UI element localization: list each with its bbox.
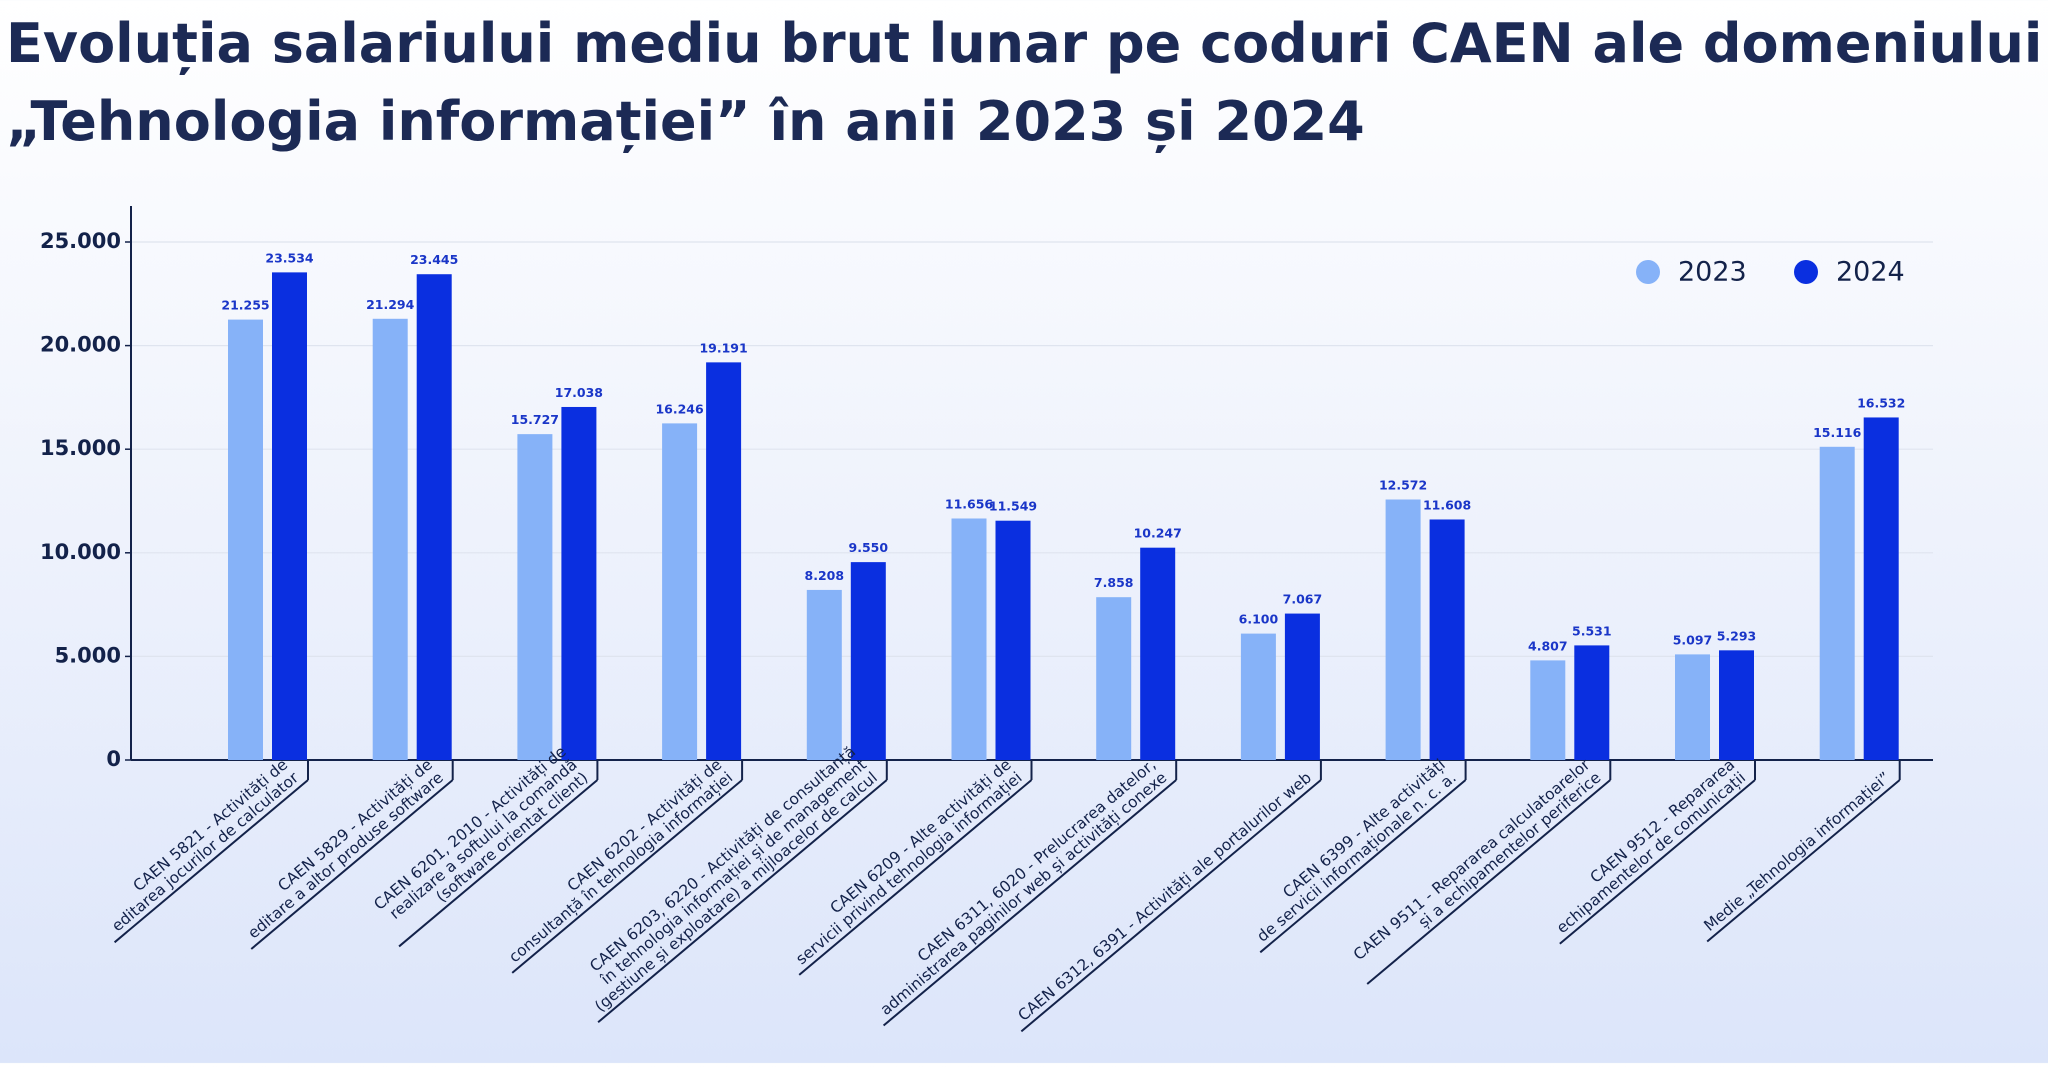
value-label: 4.807	[1528, 638, 1568, 653]
bar	[1284, 613, 1320, 760]
leader-line	[250, 779, 454, 950]
leader-line	[511, 779, 743, 974]
leader-line	[1366, 779, 1611, 985]
x-tick-label: CAEN 9511 - Repararea calculatoarelorși …	[1350, 755, 1605, 977]
bar	[517, 434, 553, 760]
legend-marker	[1794, 260, 1818, 284]
leader-line	[1559, 779, 1756, 945]
value-label: 6.100	[1239, 612, 1279, 627]
leader-line	[798, 779, 1033, 976]
bar	[1675, 654, 1710, 760]
value-label: 7.858	[1094, 575, 1134, 590]
leader-line	[1259, 779, 1467, 954]
y-tick-label: 20.000	[40, 333, 121, 357]
chart-title: Evoluția salariului mediu brut lunar pe …	[6, 12, 2042, 75]
x-tick-label: CAEN 6311, 6020 - Prelucrarea datelor,ad…	[866, 756, 1170, 1019]
y-tick-label: 5.000	[55, 643, 121, 667]
bar	[1429, 519, 1465, 760]
chart-title: „Tehnologia informației” în anii 2023 și…	[6, 90, 1365, 153]
bar	[1863, 417, 1899, 760]
value-label: 8.208	[805, 568, 845, 583]
value-label: 11.608	[1423, 497, 1471, 512]
value-label: 11.549	[989, 499, 1037, 514]
bar	[1530, 660, 1566, 760]
value-label: 17.038	[555, 385, 603, 400]
y-tick-label: 10.000	[40, 540, 121, 564]
bar	[1240, 633, 1276, 760]
value-label: 19.191	[699, 340, 747, 355]
category-label-group: CAEN 9511 - Repararea calculatoarelorși …	[1350, 755, 1611, 985]
value-label: 23.534	[265, 250, 314, 265]
bar	[850, 562, 886, 760]
bar	[806, 589, 842, 760]
bar	[1096, 597, 1132, 760]
bar	[1140, 547, 1176, 760]
leader-line	[1020, 779, 1322, 1033]
value-label: 15.116	[1813, 425, 1862, 440]
bar	[372, 318, 408, 760]
bar	[662, 423, 698, 760]
value-label: 15.727	[511, 412, 559, 427]
category-label-group: CAEN 6311, 6020 - Prelucrarea datelor,ad…	[866, 756, 1177, 1027]
bar	[951, 518, 987, 760]
value-label: 10.247	[1134, 526, 1182, 541]
value-label: 11.656	[945, 496, 994, 511]
value-label: 12.572	[1379, 478, 1427, 493]
bar	[272, 272, 307, 760]
y-tick-label: 15.000	[40, 436, 121, 460]
bar	[561, 406, 597, 760]
bar	[416, 274, 452, 760]
legend-label: 2023	[1678, 257, 1747, 288]
leader-line	[398, 779, 599, 948]
value-label: 5.531	[1572, 623, 1612, 638]
bar	[1719, 650, 1754, 760]
bar	[995, 520, 1031, 760]
leader-line	[113, 779, 309, 944]
value-label: 16.246	[655, 401, 704, 416]
leader-line	[597, 779, 888, 1023]
bar	[1574, 645, 1610, 760]
leader-line	[882, 779, 1177, 1027]
bar	[1819, 446, 1855, 760]
value-label: 21.294	[366, 297, 415, 312]
x-tick-label: CAEN 6312, 6391 - Activități ale portalu…	[1015, 769, 1315, 1025]
bar	[228, 319, 263, 760]
value-label: 5.097	[1673, 632, 1713, 647]
value-label: 7.067	[1283, 592, 1323, 607]
legend-marker	[1636, 260, 1660, 284]
bar	[1385, 499, 1421, 760]
value-label: 5.293	[1717, 628, 1757, 643]
value-label: 9.550	[849, 540, 889, 555]
value-label: 21.255	[221, 298, 269, 313]
value-label: 23.445	[410, 252, 458, 267]
leader-line	[1706, 779, 1901, 943]
legend-label: 2024	[1836, 257, 1905, 288]
y-tick-label: 25.000	[40, 229, 121, 253]
y-tick-label: 0	[106, 747, 121, 771]
category-label-group: CAEN 6312, 6391 - Activități ale portalu…	[1015, 769, 1322, 1033]
bar	[706, 362, 742, 760]
value-label: 16.532	[1857, 395, 1905, 410]
